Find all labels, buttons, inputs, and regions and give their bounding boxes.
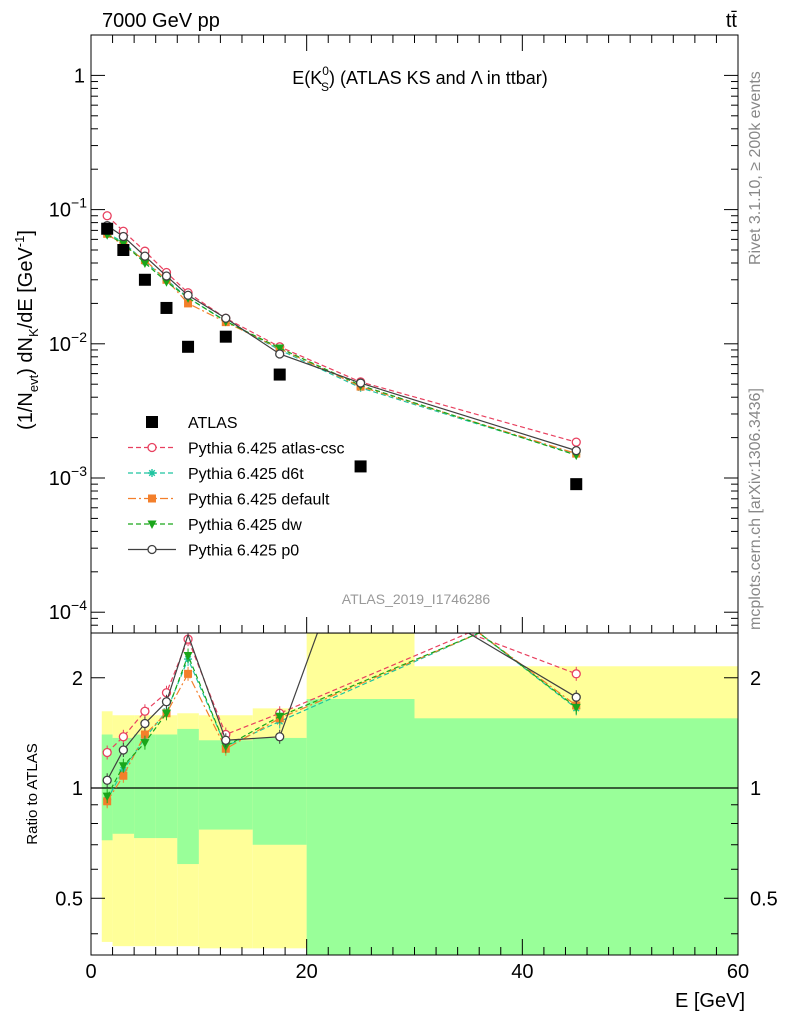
main-point-data xyxy=(117,244,130,257)
x-tick-label: 20 xyxy=(296,961,318,983)
legend-marker-default xyxy=(148,494,156,503)
legend-marker-atlas_csc xyxy=(147,442,157,453)
main-point-p0 xyxy=(221,313,231,323)
main-point-atlas_csc xyxy=(102,211,112,221)
legend-marker-d6t xyxy=(148,469,156,477)
ratio-point-p0 xyxy=(118,745,128,755)
x-tick-label: 40 xyxy=(511,961,533,983)
ratio-point-p0 xyxy=(571,692,581,702)
ratio-point-dw xyxy=(571,703,581,713)
ratio-point-dw xyxy=(102,792,112,802)
main-point-data xyxy=(570,478,583,491)
rivet-version-label: Rivet 3.1.10, ≥ 200k events xyxy=(747,71,764,265)
header-right-label: tt̄ xyxy=(726,10,738,32)
legend-label-data: ATLAS xyxy=(188,415,238,432)
main-series-group xyxy=(101,211,583,491)
analysis-id-label: ATLAS_2019_I1746286 xyxy=(342,591,491,607)
main-point-p0 xyxy=(355,378,366,388)
main-point-data xyxy=(182,340,195,353)
main-point-dw xyxy=(161,278,171,287)
ratio-y-axis-label: Ratio to ATLAS xyxy=(24,743,41,844)
main-y-axis-label: (1/Nevt) dNK/dE [GeV-1] xyxy=(12,230,41,430)
main-y-tick-label: 10−2 xyxy=(49,329,87,356)
ratio-point-p0 xyxy=(140,718,150,729)
ratio-y-tick-label-right: 1 xyxy=(750,778,761,800)
main-point-dw xyxy=(275,344,285,354)
ratio-y-tick-label: 1 xyxy=(72,778,83,800)
main-y-tick-label: 10−1 xyxy=(49,195,87,222)
plot-title: E(K0 S) (ATLAS KS and Λ in ttbar) xyxy=(292,64,548,94)
main-point-data xyxy=(160,301,173,314)
legend-label-atlas_csc: Pythia 6.425 atlas-csc xyxy=(188,441,345,458)
main-point-p0 xyxy=(275,349,285,359)
ratio-point-atlas_csc xyxy=(140,706,150,716)
legend-label-dw: Pythia 6.425 dw xyxy=(188,517,302,534)
main-point-default xyxy=(184,299,193,308)
ratio-point-default xyxy=(140,730,149,739)
ratio-band-inner xyxy=(414,718,738,955)
ratio-point-default xyxy=(119,771,128,780)
ratio-point-p0 xyxy=(221,735,231,745)
main-point-p0 xyxy=(571,445,581,456)
legend-label-d6t: Pythia 6.425 d6t xyxy=(188,466,304,483)
main-line-atlas_csc xyxy=(106,215,577,443)
ratio-band-inner xyxy=(306,699,415,955)
ratio-band-inner xyxy=(134,734,156,839)
legend-label-default: Pythia 6.425 default xyxy=(188,492,330,509)
main-point-data xyxy=(219,330,232,343)
ratio-point-atlas_csc xyxy=(571,669,581,679)
ratio-point-dw xyxy=(140,739,150,748)
ratio-point-p0 xyxy=(161,697,172,707)
ratio-uncertainty-bands xyxy=(91,633,738,955)
x-tick-label: 60 xyxy=(727,961,749,983)
ratio-point-dw xyxy=(183,652,193,661)
ratio-y-tick-label: 0.5 xyxy=(55,888,83,910)
ratio-line-p0 xyxy=(106,633,577,781)
ratio-point-p0 xyxy=(275,732,285,742)
main-point-dw xyxy=(140,259,150,269)
main-point-p0 xyxy=(183,290,193,300)
ratio-y-tick-label-right: 0.5 xyxy=(750,888,778,910)
main-point-data xyxy=(354,460,367,473)
ratio-band-inner xyxy=(101,734,113,841)
ratio-point-dw xyxy=(275,712,285,722)
main-point-p0 xyxy=(161,271,172,281)
main-line-d6t xyxy=(106,232,577,455)
main-point-p0 xyxy=(140,251,150,261)
ratio-y-tick-label: 2 xyxy=(72,668,83,690)
x-axis-label: E [GeV] xyxy=(675,990,745,1012)
mcplots-label: mcplots.cern.ch [arXiv:1306.3436] xyxy=(747,388,764,630)
legend-marker-dw xyxy=(147,520,157,529)
ratio-y-tick-label-right: 2 xyxy=(750,668,761,690)
ratio-point-atlas_csc xyxy=(118,732,128,742)
ratio-band-inner xyxy=(155,734,178,839)
ratio-point-dw xyxy=(161,709,171,719)
main-y-tick-label: 1 xyxy=(74,65,85,87)
main-point-data xyxy=(101,222,114,235)
main-line-default xyxy=(106,233,577,455)
ratio-point-dw xyxy=(118,762,128,771)
axes-group: 110−110−210−310−40.5 0.51 12 20 20 40 60 xyxy=(49,34,778,983)
main-point-atlas_csc xyxy=(571,437,581,447)
main-point-p0 xyxy=(118,231,128,242)
legend: ATLAS Pythia 6.425 atlas-csc Pythia 6.425 … xyxy=(128,415,345,560)
ratio-point-atlas_csc xyxy=(102,747,112,758)
x-tick-label: 0 xyxy=(85,961,96,983)
main-y-tick-label: 10−3 xyxy=(49,463,87,490)
main-point-data xyxy=(138,273,151,286)
ratio-series-group xyxy=(102,633,581,809)
main-y-tick-label: 10−4 xyxy=(49,597,87,624)
ratio-point-p0 xyxy=(102,775,112,785)
main-line-p0 xyxy=(106,225,577,452)
ratio-point-default xyxy=(184,669,193,678)
legend-marker-p0 xyxy=(147,544,157,555)
ratio-band-inner xyxy=(252,737,307,845)
main-point-data xyxy=(273,368,286,381)
ratio-line-atlas_csc xyxy=(106,633,577,753)
legend-marker-data xyxy=(146,416,158,428)
header-left-label: 7000 GeV pp xyxy=(102,10,220,32)
legend-label-p0: Pythia 6.425 p0 xyxy=(188,543,299,560)
ratio-band-inner xyxy=(177,728,199,865)
